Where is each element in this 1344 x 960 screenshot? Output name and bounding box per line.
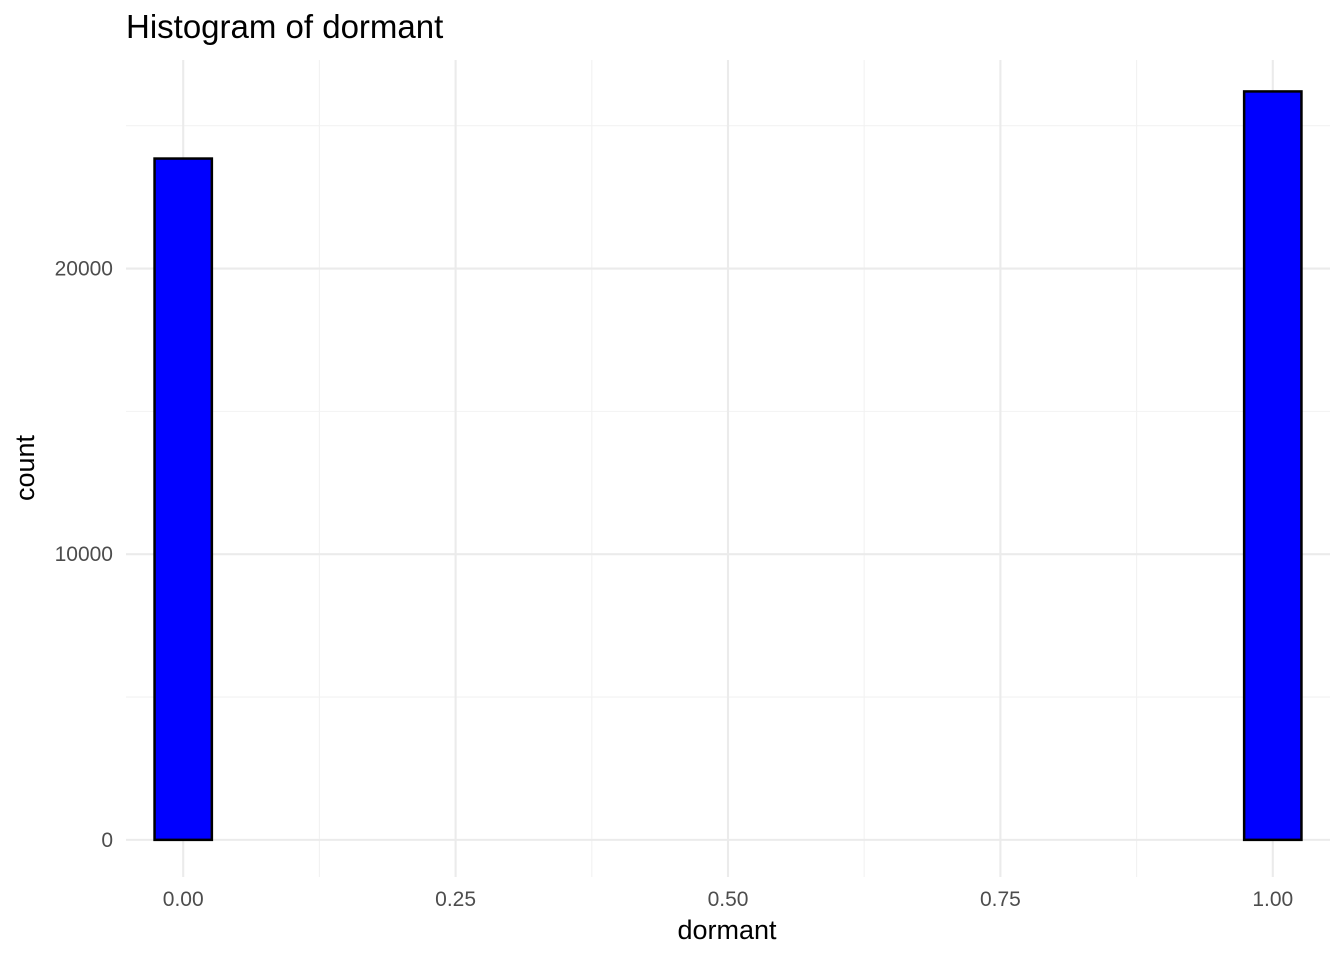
histogram-bar (153, 157, 214, 842)
x-tick-label: 0.50 (708, 888, 749, 911)
histogram-bar (1242, 90, 1303, 842)
y-tick-label: 0 (101, 829, 113, 852)
histogram-bars (153, 90, 1303, 842)
x-tick-label: 0.00 (163, 888, 204, 911)
y-axis-ticks: 0 10000 20000 (55, 258, 113, 852)
x-tick-label: 0.25 (435, 888, 476, 911)
x-axis-ticks: 0.00 0.25 0.50 0.75 1.00 (163, 888, 1293, 911)
x-tick-label: 0.75 (980, 888, 1021, 911)
x-tick-label: 1.00 (1252, 888, 1293, 911)
chart-title: Histogram of dormant (126, 8, 443, 45)
y-axis-title: count (10, 434, 40, 501)
y-tick-label: 20000 (55, 258, 113, 281)
grid-lines (126, 60, 1330, 877)
x-axis-title: dormant (677, 915, 777, 945)
y-tick-label: 10000 (55, 543, 113, 566)
